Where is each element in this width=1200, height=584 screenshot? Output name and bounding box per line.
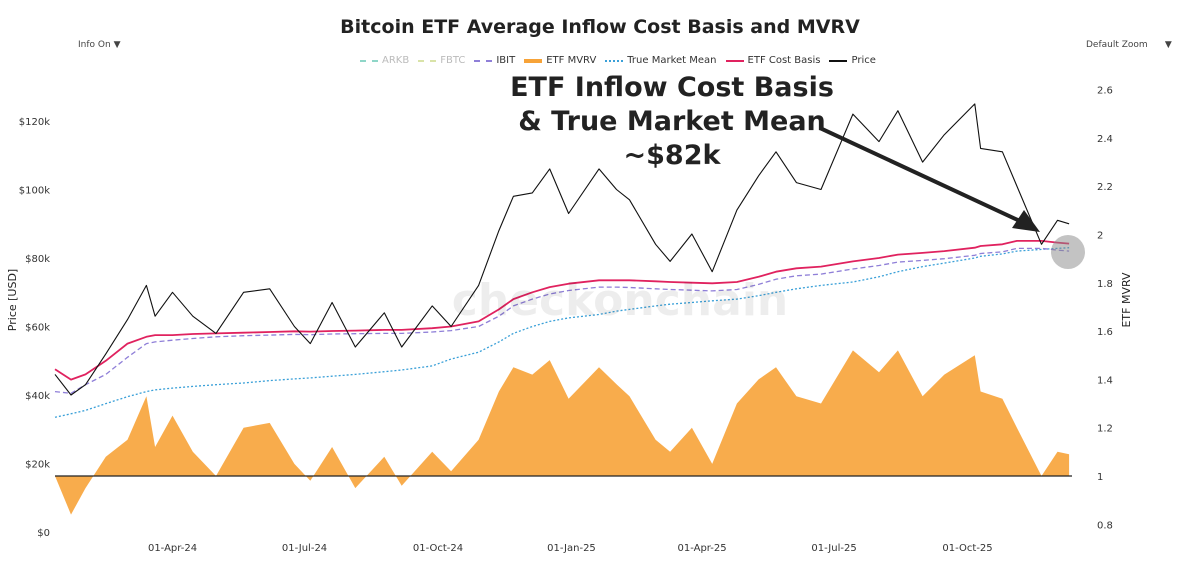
- y2-tick-label: 1.8: [1097, 279, 1113, 290]
- y2-tick-label: 2.4: [1097, 134, 1113, 145]
- triangle-down-icon: ▼: [113, 40, 121, 50]
- etf-mvrv-area: [55, 350, 1070, 515]
- x-tick-label: 01-Oct-25: [942, 543, 992, 554]
- annotation-line-1: ETF Inflow Cost Basis: [510, 72, 834, 103]
- y2-tick-label: 1.4: [1097, 375, 1113, 386]
- triangle-down-icon: ▼: [1164, 40, 1172, 50]
- y2-tick-label: 2.6: [1097, 86, 1113, 97]
- info-toggle-dropdown[interactable]: Info On ▼: [72, 38, 127, 52]
- legend-item-fbtc[interactable]: FBTC: [418, 55, 465, 66]
- x-tick-label: 01-Apr-24: [148, 543, 197, 554]
- y2-tick-label: 1.6: [1097, 327, 1113, 338]
- y2-tick-label: 2.2: [1097, 182, 1113, 193]
- price-line: [54, 103, 1070, 396]
- legend-item-true-market-mean[interactable]: True Market Mean: [605, 55, 717, 66]
- y-tick-label: $0: [37, 528, 50, 539]
- y-tick-label: $100k: [19, 186, 50, 197]
- y-axis-label: Price [USD]: [6, 269, 19, 331]
- y2-tick-label: 0.8: [1097, 520, 1113, 531]
- x-tick-label: 01-Jul-24: [282, 543, 327, 554]
- x-tick-label: 01-Apr-25: [677, 543, 726, 554]
- annotation: ETF Inflow Cost Basis & True Market Mean…: [510, 72, 1085, 269]
- true-market-mean-line: [54, 247, 1070, 418]
- legend-item-etf-cost-basis[interactable]: ETF Cost Basis: [725, 55, 820, 66]
- legend: ARKB FBTC IBIT ETF MVRV True Market Mean…: [360, 55, 876, 66]
- x-tick-label: 01-Oct-24: [413, 543, 463, 554]
- y-tick-label: $60k: [25, 323, 50, 334]
- legend-item-etf-mvrv[interactable]: ETF MVRV: [524, 55, 596, 66]
- x-tick-label: 01-Jan-25: [547, 543, 596, 554]
- zoom-dropdown[interactable]: Default Zoom ▼: [1080, 38, 1178, 52]
- y-tick-label: $20k: [25, 460, 50, 471]
- legend-item-ibit[interactable]: IBIT: [474, 55, 515, 66]
- y-tick-label: $40k: [25, 391, 50, 402]
- annotation-line-2: & True Market Mean: [518, 106, 826, 137]
- chart-title: Bitcoin ETF Average Inflow Cost Basis an…: [340, 16, 860, 38]
- annotation-arrow-head: [1012, 210, 1040, 232]
- info-label: Info On: [78, 40, 111, 50]
- etf-cost-basis-line: [54, 240, 1070, 381]
- y2-tick-label: 1.2: [1097, 424, 1113, 435]
- watermark: checkonchain: [452, 275, 788, 326]
- y2-tick-label: 2: [1097, 231, 1103, 242]
- ibit-line: [54, 247, 1070, 394]
- y2-axis-label: ETF MVRV: [1120, 272, 1133, 328]
- y-tick-label: $120k: [19, 117, 50, 128]
- x-tick-label: 01-Jul-25: [811, 543, 856, 554]
- highlight-circle: [1051, 235, 1085, 269]
- annotation-arrow-line: [819, 126, 1023, 224]
- y-tick-label: $80k: [25, 254, 50, 265]
- annotation-line-3: ~$82k: [624, 140, 722, 171]
- zoom-label: Default Zoom: [1086, 40, 1148, 50]
- legend-item-arkb[interactable]: ARKB: [360, 55, 409, 66]
- legend-item-price[interactable]: Price: [829, 55, 876, 66]
- y2-tick-label: 1: [1097, 472, 1103, 483]
